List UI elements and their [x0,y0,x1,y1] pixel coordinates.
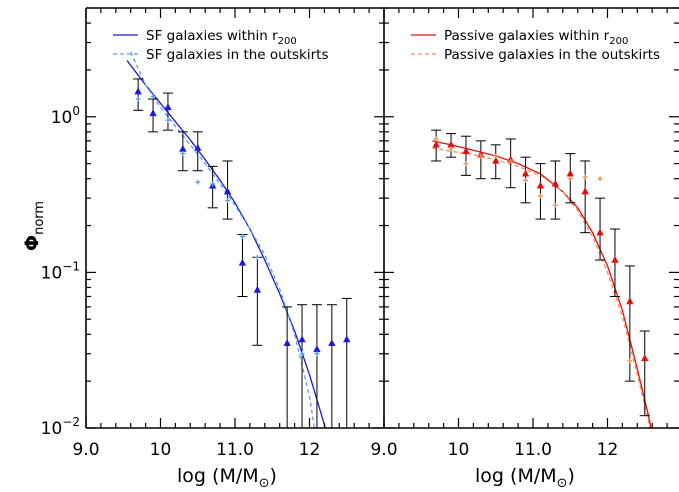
data-point [165,117,171,123]
data-point [254,254,260,260]
legend-entry: SF galaxies within r200 [146,28,297,47]
fit-curve-right-0 [432,140,652,428]
data-point [195,179,201,185]
data-point [134,87,142,95]
data-point [537,193,543,199]
fit-curve-right-1 [432,147,651,428]
data-point [314,351,320,357]
data-point [433,136,439,142]
data-point [210,181,216,187]
fit-curve-left-0 [126,60,326,428]
error-bar [282,306,293,428]
data-point [194,143,202,151]
y-ticks-right [384,7,679,429]
data-point [238,258,247,266]
error-bar [311,304,322,428]
data-point [478,153,484,159]
legend-entry: SF galaxies in the outskirts [146,47,329,63]
data-point [299,351,305,357]
y-tick-label: 10−2 [41,415,80,439]
data-point [521,169,530,177]
error-bar [535,163,546,220]
data-point [626,297,634,305]
error-bar [297,304,308,428]
data-point [463,161,469,167]
data-point [566,169,574,177]
error-bar [252,256,263,346]
error-bar [341,297,352,428]
data-point [641,354,649,362]
axes-frame-right [384,7,679,429]
data-point [225,197,231,203]
x-tick-label: 12 [597,440,619,460]
y-axis-label: Φnorm [21,201,47,251]
data-point [135,96,141,102]
x-axis-label-right: log (M/M⊙) [475,465,575,491]
x-axis-label-left: log (M/M⊙) [177,465,277,491]
y-tick-label: 10−1 [41,259,80,283]
error-bar [192,131,203,172]
legend-entry: Passive galaxies in the outskirts [444,47,660,63]
data-point [567,176,573,182]
data-point [508,158,514,164]
data-point [627,358,633,364]
data-point [596,228,604,236]
error-bar [580,160,591,234]
error-bar [460,135,471,176]
data-point [164,103,172,111]
data-point [551,179,560,187]
data-point [180,151,186,157]
error-bar [475,140,486,180]
data-point [597,176,603,182]
data-point [523,177,529,183]
error-bar [326,304,337,428]
x-ticks-left [85,8,385,428]
data-point [432,140,440,148]
data-point [298,335,306,343]
data-point [328,339,336,347]
data-point [536,181,545,189]
data-point [492,156,500,164]
data-point [253,285,262,293]
fit-curve-left-1 [130,51,316,428]
x-tick-label: 9.0 [370,440,397,460]
x-tick-label: 10 [150,440,172,460]
data-point [179,144,187,152]
x-tick-label: 9.0 [72,440,99,460]
error-bar [639,330,650,417]
data-point [581,187,589,195]
x-tick-label: 12 [299,440,321,460]
error-bar [162,92,173,131]
x-tick-label: 11.0 [216,440,254,460]
x-ticks-right [383,8,668,428]
data-point [223,187,232,195]
x-tick-label: 11.0 [514,440,552,460]
data-point [552,202,558,208]
y-ticks-left [86,7,384,429]
error-bar [133,78,144,111]
y-tick-label: 100 [51,104,80,128]
data-point [283,339,291,347]
data-point [448,146,454,152]
x-tick-label: 10 [448,440,470,460]
data-point [462,147,470,154]
legend-entry: Passive galaxies within r200 [444,28,628,47]
data-point [493,153,499,159]
data-point [313,345,321,353]
axes-frame-left [85,7,385,429]
error-bar [550,160,561,220]
data-point [150,93,156,99]
data-point [582,174,588,180]
data-point [149,109,157,117]
data-point [343,335,351,343]
data-point [239,234,245,240]
data-point [611,255,619,263]
